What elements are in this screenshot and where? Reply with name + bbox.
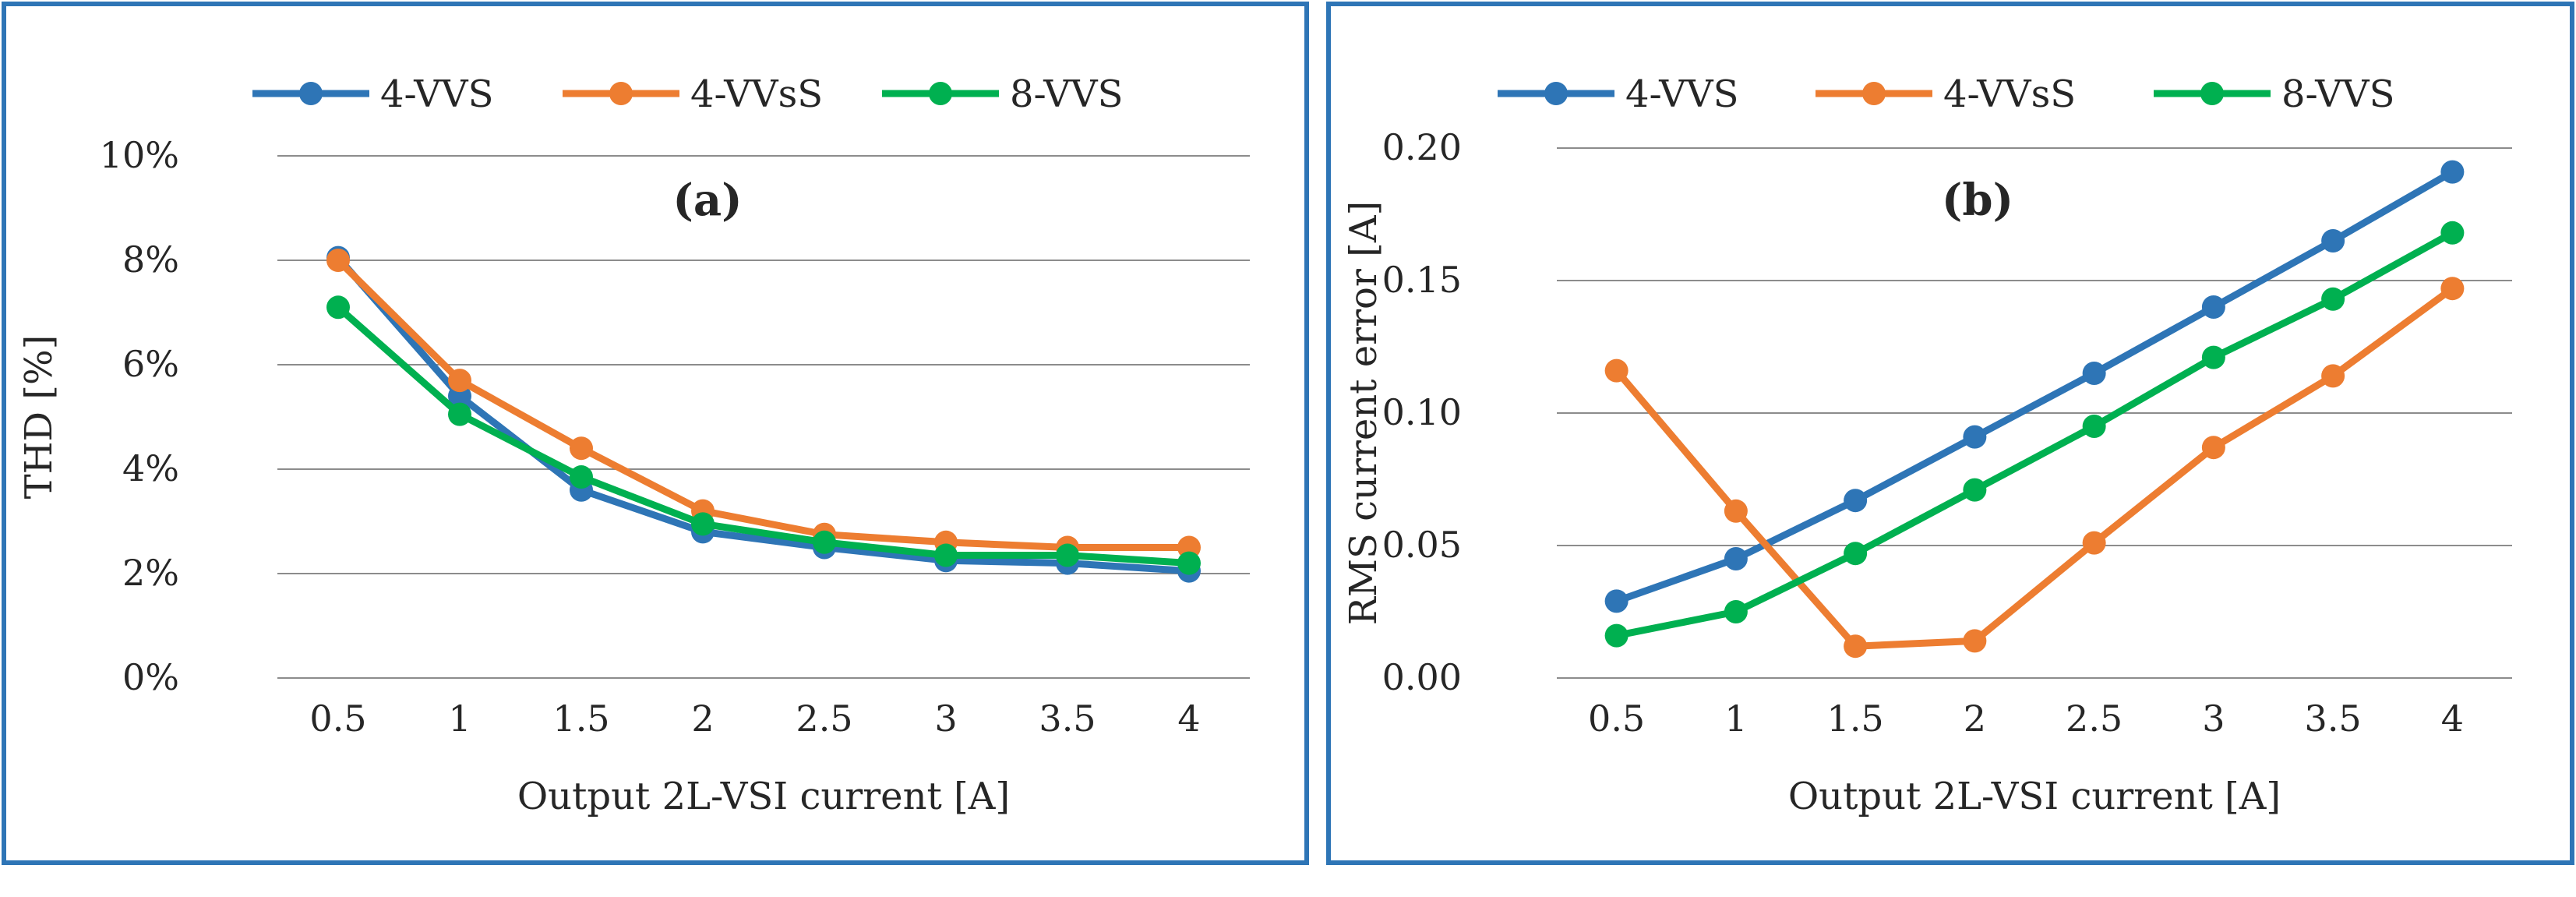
- data-point: [2201, 436, 2225, 460]
- data-point: [326, 249, 350, 272]
- data-point: [2082, 531, 2106, 555]
- y-tick-label: 0.10: [1382, 391, 1462, 433]
- series-line-8-vvs: [1615, 229, 2454, 640]
- legend-label: 8-VVS: [2281, 72, 2394, 116]
- thd-chart: 0% 2% 4% 6% 8% 10% 0.5 1 1.5 2 2.5 3 3.5 4 Output 2L-V…: [17, 72, 1250, 818]
- y-tick-label: 8%: [122, 238, 179, 281]
- data-point: [2082, 362, 2106, 385]
- series-line-4-vvss: [335, 257, 1189, 551]
- data-point: [2321, 364, 2345, 388]
- data-point: [1724, 600, 1748, 623]
- legend-swatch-marker: [609, 82, 633, 105]
- chart-panel-a: 0% 2% 4% 6% 8% 10% 0.5 1 1.5 2 2.5 3 3.5 4 Output 2L-V…: [2, 2, 1309, 865]
- series-line-4-vvs: [335, 255, 1190, 575]
- data-point: [2082, 415, 2106, 438]
- data-point: [1844, 542, 1868, 566]
- x-tick-label: 3: [2202, 697, 2225, 740]
- data-point: [448, 402, 471, 426]
- x-tick-label: 3.5: [2305, 697, 2362, 740]
- y-tick-label: 0.05: [1382, 524, 1462, 566]
- data-point: [1604, 589, 1629, 613]
- data-point: [326, 295, 350, 320]
- x-tick-label: 0.5: [309, 697, 366, 740]
- x-tick-label: 3.5: [1039, 697, 1096, 740]
- x-tick-label: 4: [1177, 697, 1200, 740]
- y-axis-title: THD [%]: [17, 335, 61, 500]
- y-tick-label: 6%: [122, 343, 179, 385]
- x-axis-title: Output 2L-VSI current [A]: [1788, 775, 2281, 818]
- chart-title: (a): [672, 175, 742, 226]
- data-point: [2440, 221, 2465, 245]
- rms-error-chart: 0.00 0.05 0.10 0.15 0.20 0.5 1 1.5 2 2.5 3 3.5 4 Outp…: [1342, 72, 2512, 818]
- data-point: [2201, 295, 2225, 319]
- data-point: [1724, 499, 1748, 523]
- data-point: [448, 369, 471, 393]
- x-tick-label: 2: [1964, 697, 1986, 740]
- y-tick-label: 0.00: [1382, 656, 1462, 698]
- legend-label: 4-VVS: [380, 72, 493, 116]
- series-line-4-vvss: [1614, 285, 2455, 650]
- data-point: [691, 512, 715, 536]
- data-point: [934, 543, 958, 567]
- series-line-4-vvs: [1615, 168, 2454, 605]
- data-point: [1963, 629, 1987, 653]
- x-axis-title: Output 2L-VSI current [A]: [517, 775, 1010, 818]
- x-tick-label: 1: [448, 697, 471, 740]
- data-point: [570, 436, 593, 461]
- x-tick-label: 1.5: [1827, 697, 1884, 740]
- x-tick-label: 2.5: [796, 697, 852, 740]
- legend-label: 8-VVS: [1010, 72, 1123, 116]
- y-tick-label: 0%: [122, 656, 179, 698]
- data-point: [1963, 425, 1987, 449]
- x-tick-label: 1: [1724, 697, 1747, 740]
- legend-label: 4-VVS: [1625, 72, 1738, 116]
- x-tick-label: 3: [934, 697, 957, 740]
- legend-swatch-marker: [929, 82, 952, 105]
- chart-panel-b: 0.00 0.05 0.10 0.15 0.20 0.5 1 1.5 2 2.5 3 3.5 4 Outp…: [1326, 2, 2574, 865]
- data-point: [1844, 489, 1868, 513]
- legend-label: 4-VVsS: [690, 72, 823, 116]
- legend-swatch-marker: [2200, 82, 2224, 105]
- data-point: [1604, 623, 1629, 648]
- data-point: [2440, 277, 2465, 301]
- data-point: [2201, 345, 2225, 369]
- legend-swatch-marker: [1862, 82, 1886, 105]
- data-point: [1177, 551, 1201, 575]
- data-point: [2321, 287, 2345, 311]
- y-tick-label: 2%: [122, 552, 179, 594]
- x-tick-label: 2: [691, 697, 714, 740]
- y-tick-label: 4%: [122, 447, 179, 489]
- y-tick-label: 10%: [100, 134, 179, 176]
- legend-swatch-marker: [299, 82, 323, 105]
- x-tick-label: 1.5: [552, 697, 609, 740]
- y-axis-title: RMS current error [A]: [1342, 201, 1385, 626]
- data-point: [2321, 229, 2345, 253]
- legend-label: 4-VVsS: [1943, 72, 2076, 116]
- data-point: [813, 530, 836, 554]
- x-tick-label: 2.5: [2066, 697, 2123, 740]
- x-tick-label: 4: [2441, 697, 2464, 740]
- chart-title: (b): [1942, 175, 2013, 226]
- series-line-8-vvs: [336, 304, 1190, 567]
- data-point: [1604, 358, 1629, 383]
- y-tick-label: 0.20: [1382, 126, 1462, 168]
- data-point: [570, 465, 593, 489]
- data-point: [2440, 160, 2465, 184]
- y-tick-label: 0.15: [1382, 259, 1462, 301]
- x-tick-label: 0.5: [1588, 697, 1645, 740]
- legend-swatch-marker: [1544, 82, 1568, 105]
- data-point: [1056, 543, 1079, 567]
- data-point: [1844, 634, 1868, 659]
- data-point: [1724, 547, 1748, 570]
- data-point: [1963, 478, 1987, 502]
